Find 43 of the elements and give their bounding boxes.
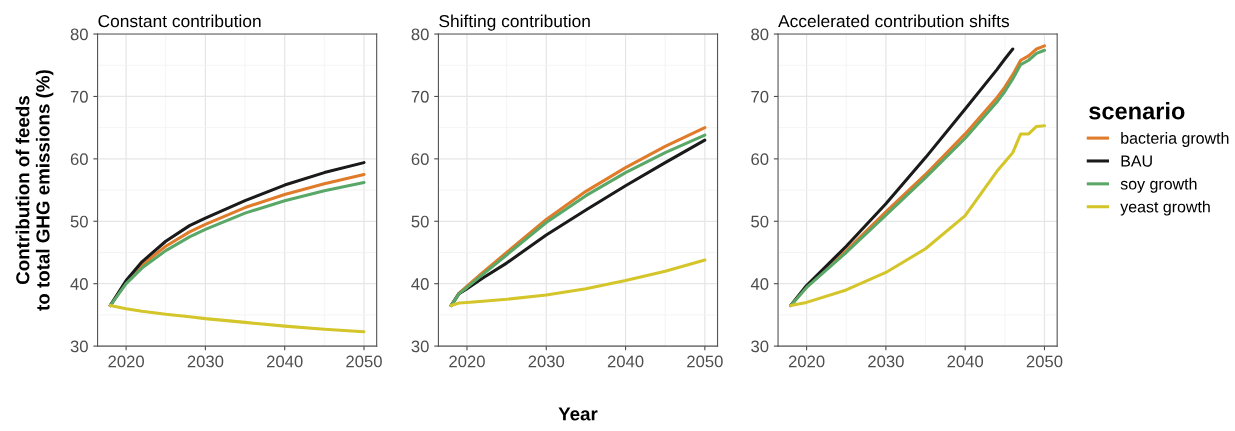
x-axis-title: Year	[558, 407, 598, 421]
x-tick-label: 2050	[1026, 355, 1063, 368]
y-tick-label: 80	[751, 28, 769, 41]
y-tick-label: 50	[70, 215, 88, 228]
y-tick-label: 70	[411, 90, 429, 103]
x-tick-label: 2050	[346, 355, 382, 368]
legend-label: soy growth	[1120, 177, 1197, 193]
y-tick-label: 70	[70, 90, 88, 103]
chart-title: Shifting contribution	[439, 14, 590, 31]
x-tick-label: 2040	[607, 355, 644, 368]
y-tick-label: 40	[411, 278, 429, 290]
y-tick-label: 30	[411, 340, 429, 353]
y-axis-title: Contribution of feeds to total GHG emissions (%)	[15, 70, 54, 311]
line-series	[789, 124, 1046, 308]
x-tick-label: 2030	[187, 355, 224, 368]
y-tick-label: 30	[751, 340, 769, 353]
x-tick-label: 2020	[449, 355, 485, 368]
x-tick-label: 2050	[687, 355, 723, 368]
x-tick-label: 2030	[868, 355, 904, 368]
y-tick-label: 60	[751, 153, 769, 166]
y-tick-label: 60	[70, 153, 88, 166]
y-tick-label: 70	[751, 90, 769, 103]
x-tick-label: 2040	[947, 355, 984, 368]
x-tick-label: 2020	[108, 355, 144, 368]
y-tick-label: 40	[70, 278, 88, 290]
legend-title: scenario	[1089, 102, 1185, 120]
y-tick-label: 60	[411, 153, 429, 166]
y-tick-label: 80	[70, 28, 88, 41]
legend-label: BAU	[1121, 155, 1152, 167]
x-tick-label: 2020	[788, 355, 825, 368]
y-tick-label: 40	[750, 278, 769, 290]
legend-label: yeast growth	[1120, 200, 1210, 216]
y-tick-label: 50	[751, 215, 769, 228]
chart-title: Accelerated contribution shifts	[778, 14, 1010, 28]
y-tick-label: 30	[70, 340, 88, 353]
chart-title: Constant contribution	[98, 14, 261, 28]
x-tick-label: 2030	[528, 355, 565, 368]
y-tick-label: 50	[411, 215, 429, 228]
x-tick-label: 2040	[267, 355, 303, 368]
legend-label: bacteria growth	[1121, 132, 1229, 147]
line-series	[108, 304, 366, 334]
y-tick-label: 80	[411, 28, 429, 41]
line-series	[449, 258, 707, 308]
